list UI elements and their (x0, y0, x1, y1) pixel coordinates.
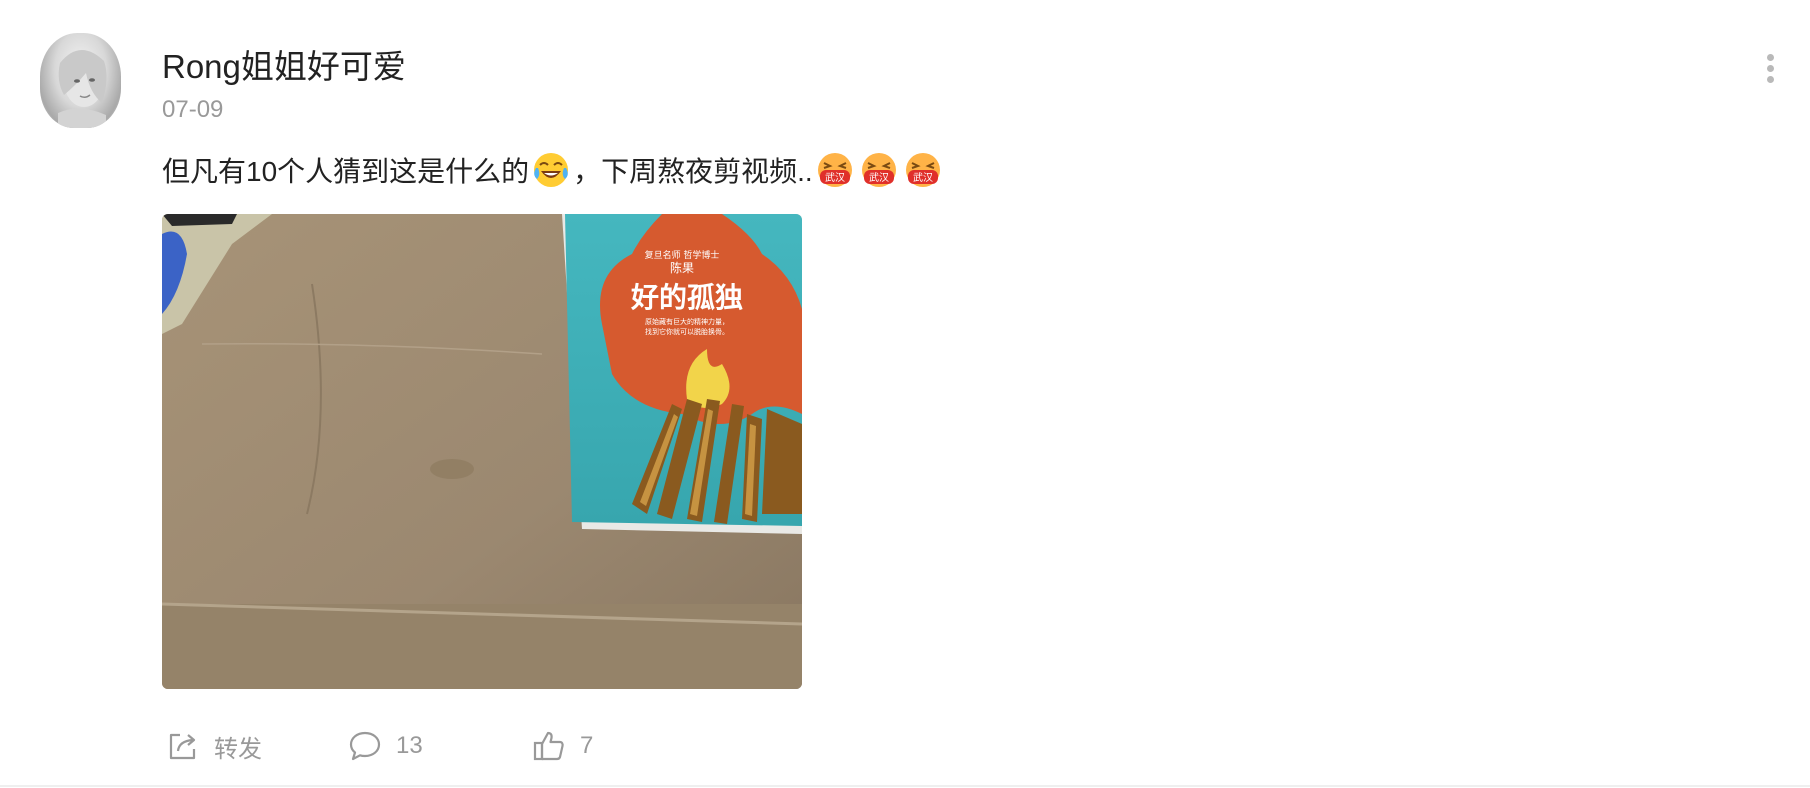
book-subtitle: 复旦名师 哲学博士 (645, 249, 720, 261)
emoji-badge-text: 武汉 (869, 171, 889, 184)
wuhan-mask-emoji: 武汉 (904, 151, 942, 189)
wuhan-mask-emoji: 武汉 (816, 151, 854, 189)
emoji-badge-text: 武汉 (913, 171, 933, 184)
more-options-icon[interactable] (1763, 54, 1777, 90)
post-text-part2: ，下周熬夜剪视频.. (573, 156, 813, 187)
book-author: 陈果 (670, 260, 694, 275)
laughing-tears-emoji (532, 151, 570, 189)
book-tagline-1: 原始藏有巨大的精神力量， (645, 317, 729, 326)
thumbs-up-icon (533, 731, 564, 761)
avatar[interactable] (40, 33, 121, 128)
repost-icon (169, 733, 196, 760)
action-bar: 转发 13 7 (162, 726, 862, 766)
post-text-part1: 但凡有10个人猜到这是什么的 (162, 156, 530, 187)
post-text: 但凡有10个人猜到这是什么的 ，下周熬夜剪视频.. 武汉 (162, 150, 945, 190)
repost-button[interactable]: 转发 (166, 726, 262, 766)
divider (0, 785, 1810, 787)
book-title: 好的孤独 (630, 281, 743, 314)
post-image[interactable]: 复旦名师 哲学博士 陈果 好的孤独 原始藏有巨大的精神力量， 找到它你就可以脱胎… (162, 214, 802, 689)
wuhan-mask-emoji: 武汉 (860, 151, 898, 189)
like-button[interactable]: 7 (532, 726, 593, 766)
comment-icon (349, 731, 381, 761)
post-date[interactable]: 07-09 (162, 96, 224, 123)
book-tagline-2: 找到它你就可以脱胎换骨。 (645, 327, 729, 336)
emoji-badge-text: 武汉 (825, 171, 845, 184)
like-count: 7 (580, 732, 594, 759)
repost-label: 转发 (214, 735, 262, 763)
username[interactable]: Rong姐姐好可爱 (162, 48, 406, 85)
comment-count: 13 (396, 732, 423, 759)
comment-button[interactable]: 13 (348, 726, 423, 766)
